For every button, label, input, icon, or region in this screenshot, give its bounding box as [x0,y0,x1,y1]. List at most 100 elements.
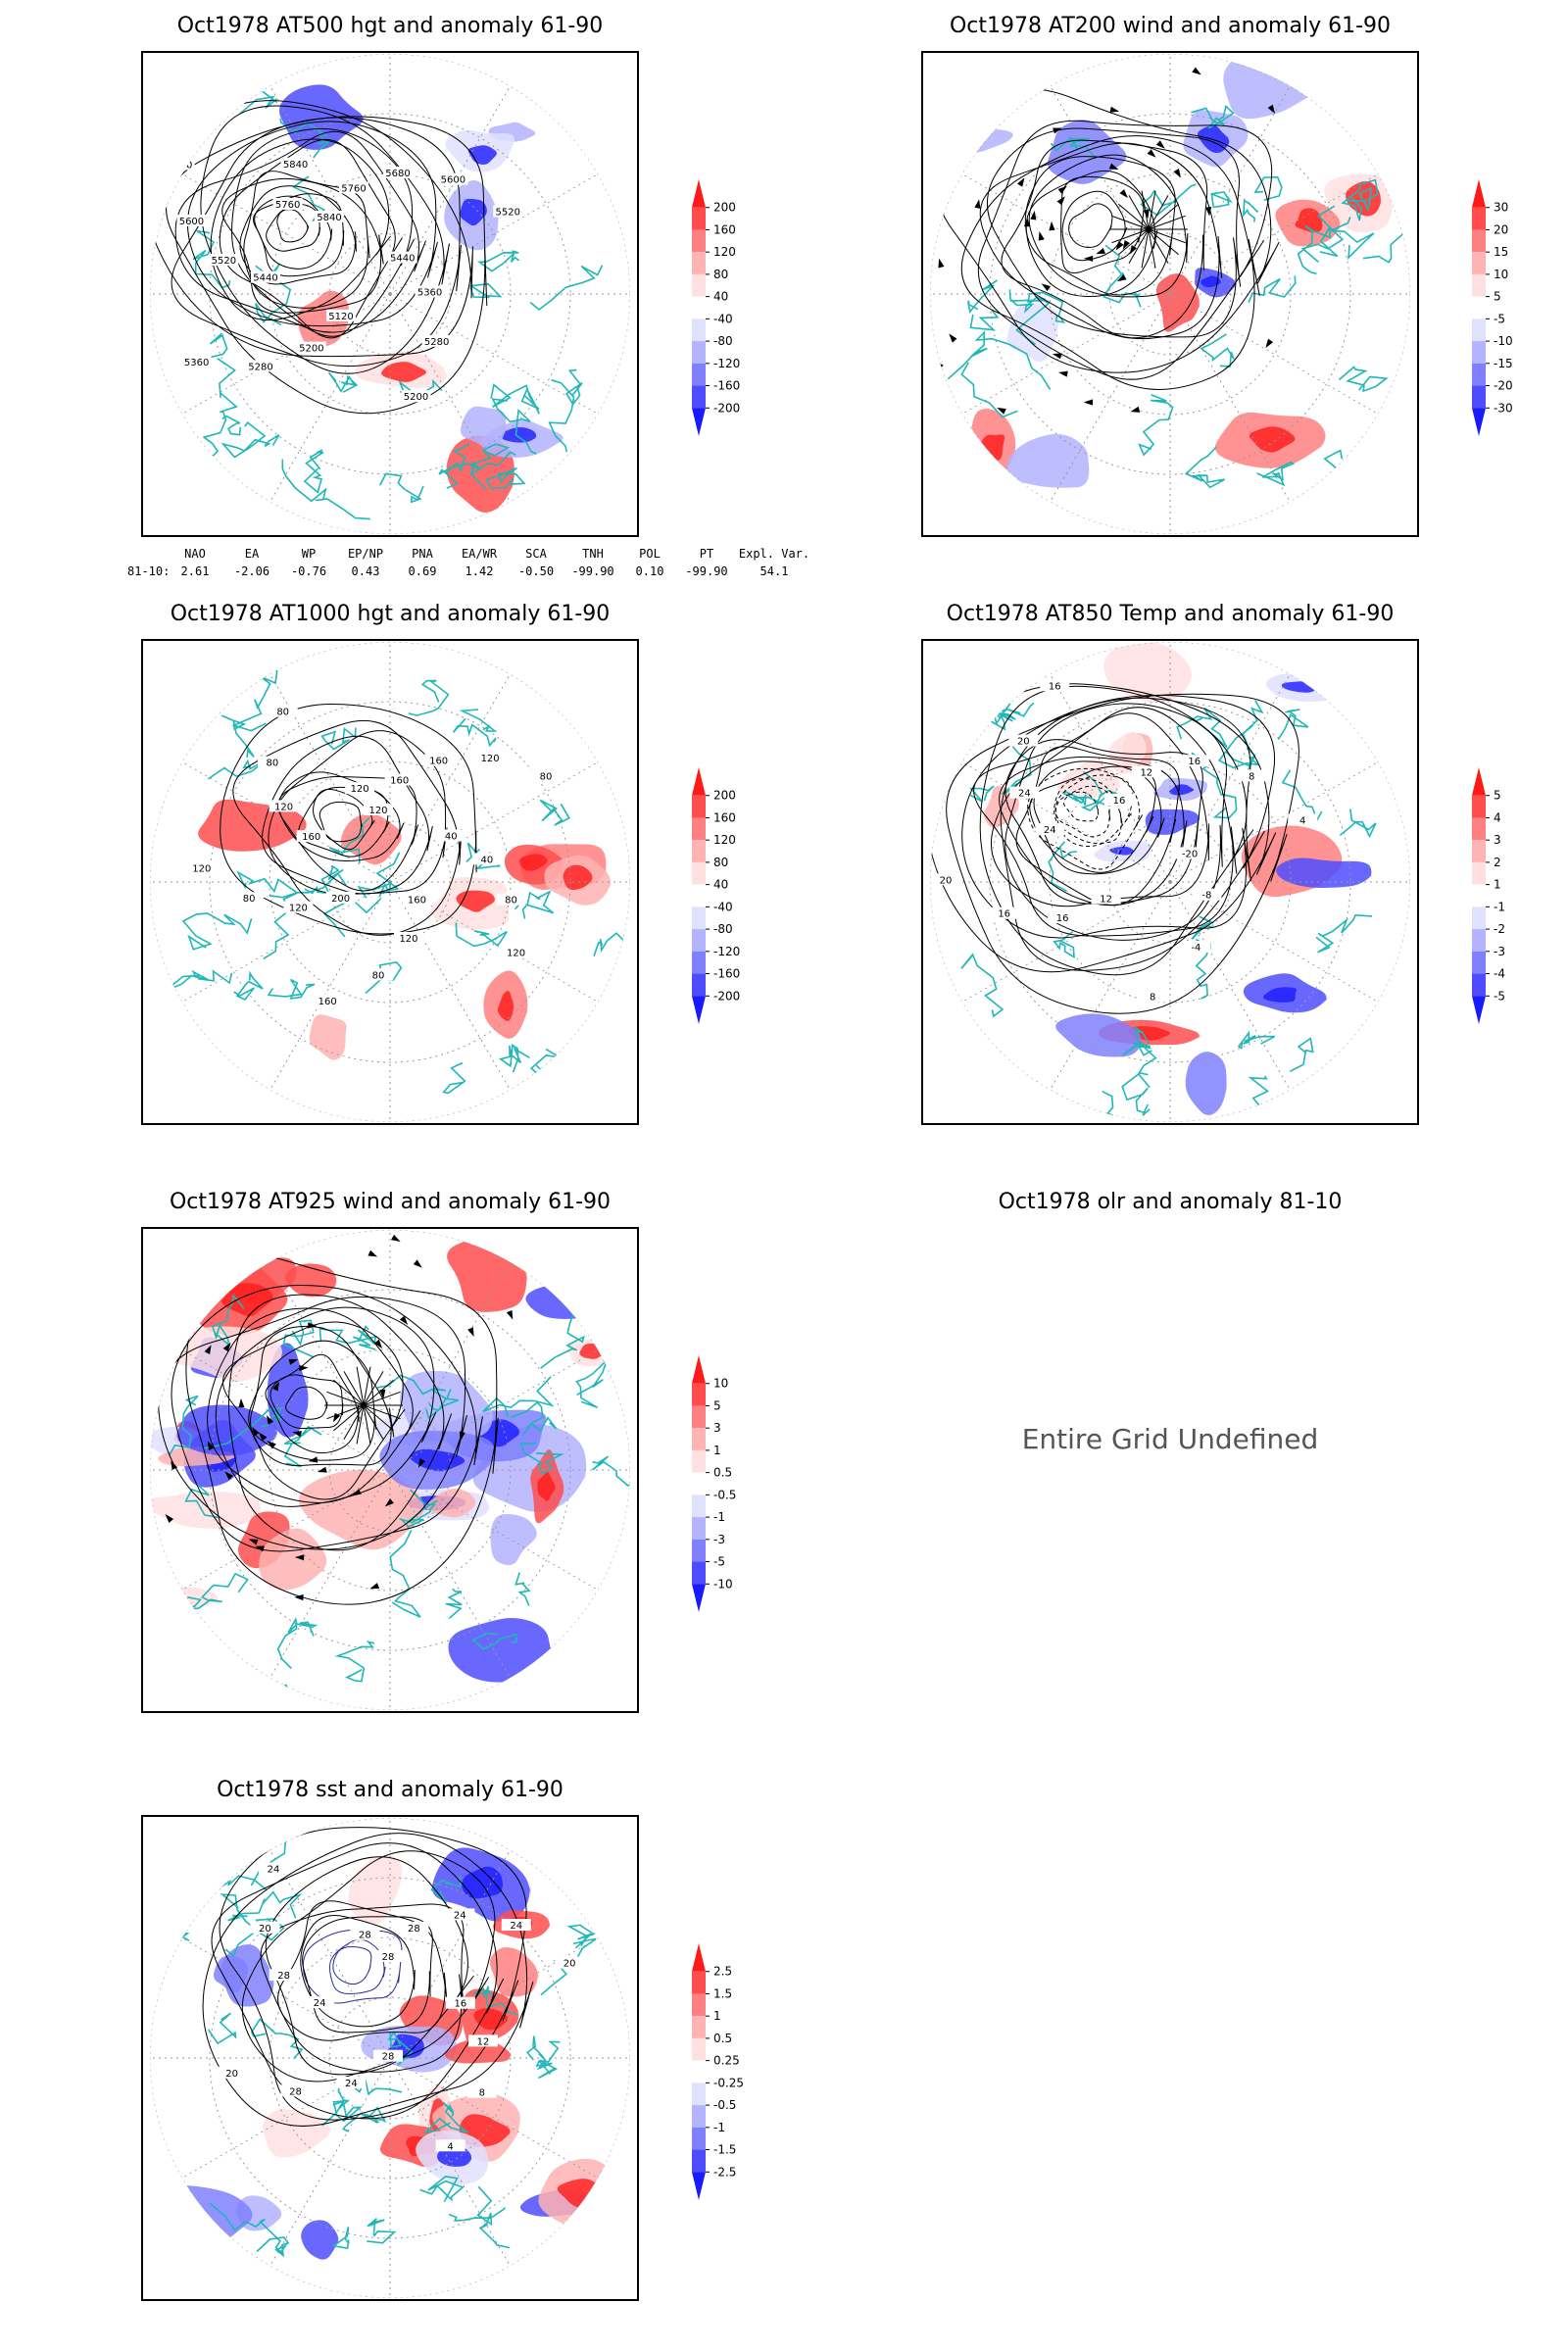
panel-title-at925: Oct1978 AT925 wind and anomaly 61-90 [169,1190,612,1214]
contour-label: 5360 [184,358,209,368]
index-value: 0.10 [635,564,664,578]
colorbar-swatch [692,2149,706,2173]
colorbar-at500: 200 160 120 80 40 -40 -80 -120 -160 -200 [686,172,764,446]
colorbar-swatch [692,1584,706,1612]
contour-label: 160 [318,997,337,1007]
colorbar-tick-label: 160 [713,810,736,824]
colorbar-tick-label: 1 [713,1444,721,1457]
colorbar-tick-label: 4 [1494,810,1501,824]
colorbar-swatch [692,817,706,841]
colorbar-swatch [692,252,706,274]
polar-map-p200 [930,54,1410,534]
colorbar-tick-label: -80 [713,922,733,936]
colorbar-at200: 30 20 15 10 5 -5 -10 -15 -20 -30 [1466,172,1544,446]
longitude-line [961,881,1171,1003]
contour-label: 40 [480,855,493,865]
colorbar-swatch [692,861,706,885]
colorbar-swatch [1472,296,1486,319]
contour-label: 120 [274,802,293,812]
colorbar-tick-label: 0.25 [713,2054,740,2068]
anomaly-shading-core [579,1343,610,1359]
colorbar-tick-label: 200 [713,789,736,803]
colorbar-swatch [1472,906,1486,930]
colorbar-tick-label: 5 [713,1398,721,1412]
map-frame-at200 [921,51,1419,537]
longitude-line [389,1261,511,1471]
contour-label: 8 [479,2088,485,2099]
contour-label: 28 [359,1931,371,1941]
longitude-line [389,761,599,883]
index-value: -99.90 [685,564,728,578]
anomaly-shading-core [1346,180,1382,217]
teleconnection-index-table: NAO EA WP EP/NP PNA EA/WR SCA TNH POL PT… [127,545,813,580]
longitude-line [961,173,1171,295]
colorbar-tick-label: -15 [1494,357,1513,370]
colorbar-swatch [1472,229,1486,253]
colorbar-tick-label: -5 [713,1555,725,1569]
longitude-line [389,85,511,295]
colorbar-at925: 10 5 3 1 0.5 -0.5 -1 -3 -5 -10 [686,1348,764,1622]
panel-title-at200: Oct1978 AT200 wind and anomaly 61-90 [949,14,1392,38]
anomaly-shading-core [456,890,497,912]
anomaly-shading-core [501,427,538,443]
index-value: -0.76 [290,564,327,578]
contour-label: 20 [940,875,953,886]
colorbar-swatch [692,1355,706,1384]
longitude-line [1169,761,1379,883]
colorbar-tick-label: -1 [713,2121,725,2134]
colorbar-swatch [692,2082,706,2106]
longitude-line [1169,881,1291,1091]
colorbar-tick-label: -1.5 [713,2143,736,2157]
contour-label: 5200 [404,392,428,403]
colorbar-scale: 200 160 120 80 40 -40 -80 -120 -160 -200 [692,179,740,436]
contour-label: 80 [372,970,385,981]
contour-label: 16 [1113,796,1126,807]
longitude-line [389,293,599,415]
anomaly-shading-core [381,362,429,382]
colorbar-swatch [692,1428,706,1450]
anomaly-shading-core [1295,208,1323,233]
longitude-line [961,761,1171,883]
colorbar-swatch [692,973,706,997]
index-header: PT [699,547,714,561]
longitude-line [389,881,599,1003]
anomaly-shading [448,1618,553,1683]
anomaly-shading-core [497,990,514,1022]
colorbar-swatch [692,840,706,862]
longitude-line [270,1469,391,1679]
colorbar-swatch [692,2105,706,2128]
contour-label: -8 [1201,891,1211,902]
colorbar-tick-label: 2 [1494,856,1501,869]
colorbar-scale: 10 5 3 1 0.5 -0.5 -1 -3 -5 -10 [692,1355,736,1612]
colorbar-swatch [1472,884,1486,907]
anomaly-shading-core [1109,846,1135,856]
colorbar-swatch [692,951,706,974]
anomaly-shading [213,1955,249,1993]
anomaly-shading [1006,303,1059,363]
longitude-line [389,1469,599,1591]
contour-label: 160 [429,757,448,767]
contour-label: 16 [454,1999,466,2010]
colorbar-swatch [692,1561,706,1585]
colorbar-swatch [1472,341,1486,364]
longitude-line [389,173,599,295]
colorbar-swatch [692,2127,706,2150]
colorbar-swatch [1472,363,1486,386]
longitude-line [270,881,391,1091]
polar-map-pSST: 28 28 24 24 20 16 12 8 4 28 24 28 20 24 28 20 24 28 [150,1818,630,2298]
index-header: SCA [525,547,547,561]
anomaly-shading-core [1197,124,1231,154]
colorbar-tick-label: -200 [713,401,740,415]
contour-label: 120 [289,904,308,914]
latitude-circle [269,1936,512,2180]
colorbar-swatch [1472,385,1486,409]
colorbar-at850: 5 4 3 2 1 -1 -2 -3 -4 -5 [1466,760,1544,1034]
colorbar-tick-label: 3 [713,1421,721,1435]
contour-label: 80 [243,894,256,905]
colorbar-swatch [1472,795,1486,818]
longitude-line [270,85,391,295]
anomaly-shading [460,406,507,450]
longitude-line [389,1849,511,2059]
contour-label: 120 [368,806,387,816]
panel-title-olr: Oct1978 olr and anomaly 81-10 [998,1190,1343,1214]
